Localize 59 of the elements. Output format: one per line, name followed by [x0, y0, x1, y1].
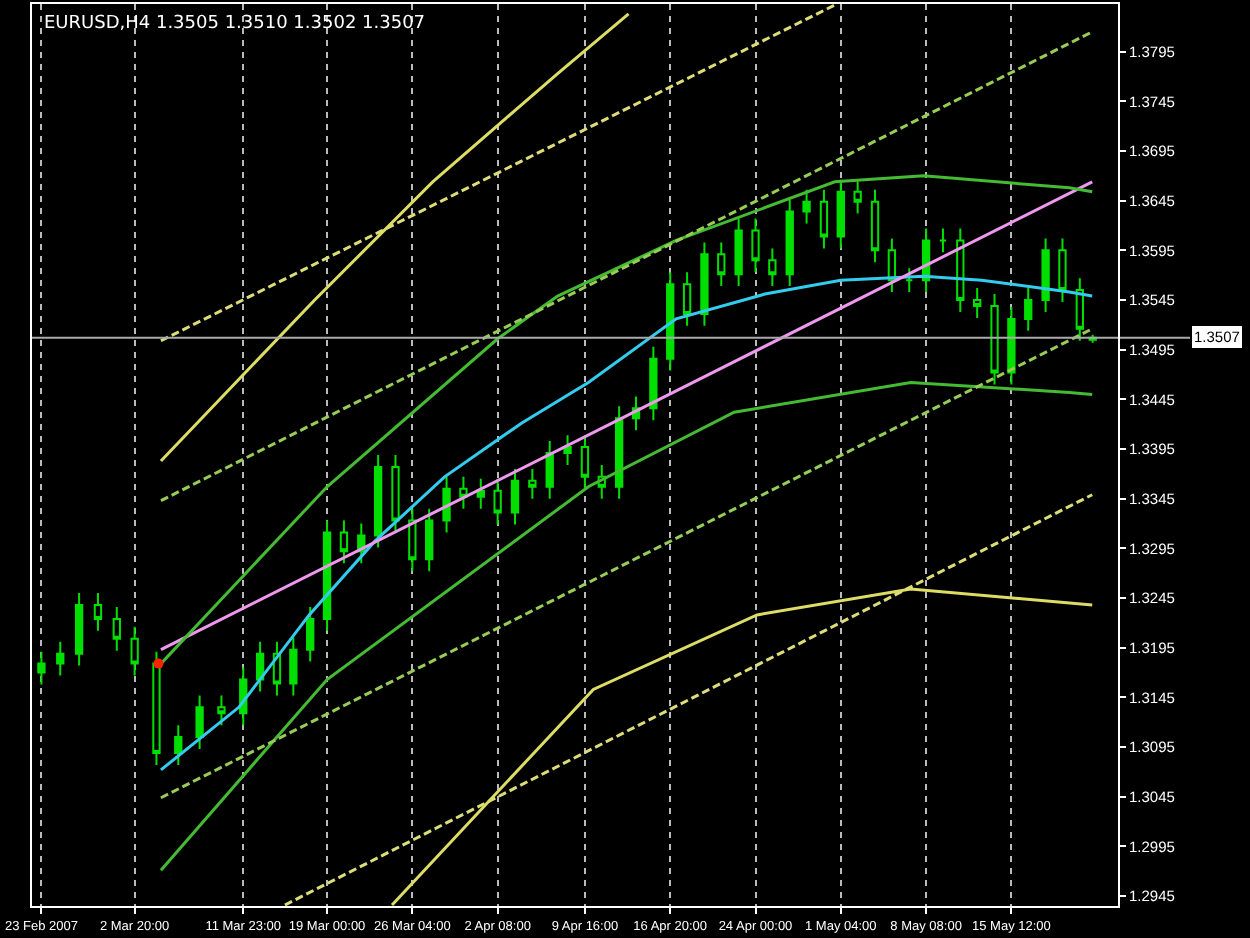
candlestick: [493, 477, 502, 526]
candlestick: [545, 440, 554, 500]
candlestick: [112, 605, 121, 652]
candlestick: [938, 227, 948, 254]
candlestick: [174, 724, 183, 766]
candlestick: [956, 227, 965, 313]
candlestick: [751, 217, 760, 274]
candlestick: [391, 454, 400, 534]
candlestick: [56, 640, 65, 677]
candlestick: [74, 592, 84, 667]
candlestick: [990, 293, 999, 386]
line-series: [390, 587, 1094, 906]
candlestick: [306, 605, 315, 663]
candlestick: [580, 434, 590, 490]
text: EURUSD,H4 1.3505 1.3510 1.3502 1.3507: [44, 14, 426, 34]
candlestick: [614, 405, 624, 500]
candlestick: [563, 434, 572, 466]
line-series: [159, 274, 1094, 772]
candlestick: [734, 217, 743, 288]
candlestick: [195, 694, 204, 751]
candlestick: [373, 454, 383, 549]
candlestick: [819, 188, 829, 250]
candlestick: [1058, 237, 1067, 304]
candlestick: [152, 650, 161, 766]
candlestick: [459, 475, 468, 510]
candlestick: [476, 477, 485, 510]
candlestick: [717, 241, 726, 288]
candlestick: [322, 519, 332, 632]
candlestick: [836, 178, 845, 250]
candlestick: [666, 271, 675, 372]
candlestick: [510, 467, 520, 526]
candlestick: [1075, 277, 1084, 342]
candlestick: [130, 625, 139, 677]
candlestick: [802, 188, 811, 225]
candlestick: [768, 247, 777, 288]
candlestick: [649, 345, 658, 422]
candlestick: [339, 519, 349, 565]
candlestick: [408, 507, 417, 573]
candlestick: [1041, 237, 1050, 313]
candlestick: [528, 467, 537, 500]
candlestick: [37, 650, 46, 686]
candlestick: [1007, 305, 1016, 386]
candlestick: [425, 507, 434, 573]
candlestick: [255, 640, 265, 693]
candlestick: [785, 198, 794, 288]
candlestick: [887, 237, 897, 294]
candlestick: [870, 188, 880, 264]
line-series: [159, 12, 631, 463]
candlestick: [93, 592, 103, 632]
candlestick: [682, 271, 692, 327]
candlestick: [853, 178, 862, 215]
line-series: [159, 380, 1094, 872]
candlestick: [289, 636, 298, 697]
candlestick: [442, 475, 451, 534]
candlestick: [905, 267, 914, 294]
candlestick: [973, 287, 982, 319]
candlestick: [217, 694, 226, 727]
candlestick: [1024, 287, 1033, 332]
candlestick: [700, 241, 709, 327]
